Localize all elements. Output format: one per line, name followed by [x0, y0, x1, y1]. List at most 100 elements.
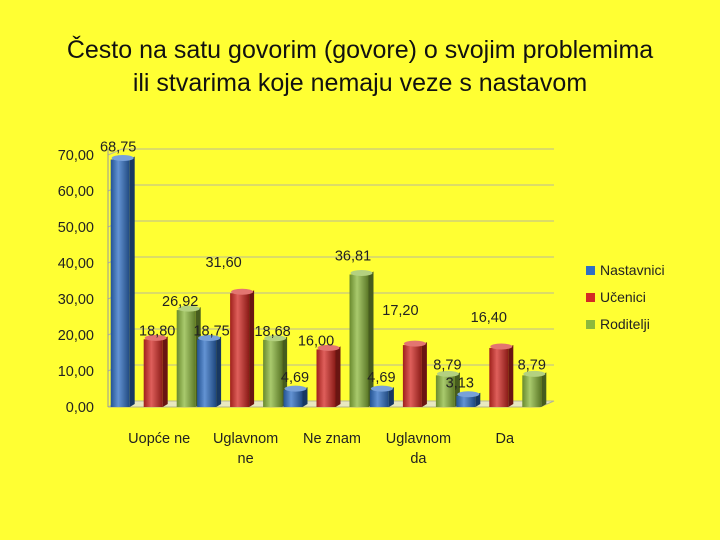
data-label: 31,60	[205, 255, 241, 271]
data-label: 17,20	[382, 303, 418, 319]
bar-side	[475, 392, 481, 407]
data-label: 3,13	[446, 376, 474, 392]
x-tick-label: Ne znam	[303, 431, 361, 447]
x-tick-label: Da	[496, 431, 515, 447]
bar-top	[264, 335, 287, 342]
y-tick-label: 30,00	[58, 292, 94, 308]
bar-front	[369, 390, 389, 407]
bar-roditelji-4	[522, 370, 547, 407]
data-label: 18,75	[193, 324, 229, 340]
bar-front	[402, 345, 422, 407]
bar-učenici-3	[402, 340, 427, 407]
bar-top	[370, 385, 393, 392]
bar-nastavnici-0	[110, 155, 135, 407]
y-tick-label: 70,00	[58, 148, 94, 164]
data-label: 16,40	[471, 310, 507, 326]
bar-front	[489, 347, 509, 407]
x-tick-label: Uglavnom	[386, 431, 451, 447]
x-tick-label: ne	[238, 451, 254, 467]
bar-top	[403, 340, 426, 347]
bar-nastavnici-4	[456, 391, 481, 407]
bar-nastavnici-3	[369, 385, 394, 407]
data-label: 18,68	[254, 324, 290, 340]
bar-top	[436, 370, 459, 377]
data-label: 8,79	[433, 357, 461, 373]
y-tick-label: 50,00	[58, 220, 94, 236]
bar-roditelji-0	[176, 305, 201, 407]
gridline	[107, 220, 554, 228]
bar-top	[350, 269, 373, 276]
bar-top	[523, 370, 546, 377]
slide-title-line-2: ili stvarima koje nemaju veze s nastavom	[132, 69, 588, 97]
bar-top	[490, 343, 513, 350]
bar-učenici-2	[316, 344, 341, 407]
bar-roditelji-1	[263, 335, 288, 407]
legend-label: Učenici	[600, 289, 646, 305]
bar-front	[316, 349, 336, 407]
legend-label: Roditelji	[600, 316, 650, 332]
data-label: 4,69	[367, 370, 395, 386]
legend: Nastavnici Učenici Roditelji	[586, 262, 665, 332]
bar-top	[111, 155, 134, 161]
gridline	[107, 184, 554, 192]
bar-učenici-4	[489, 343, 514, 407]
bar-side	[541, 372, 547, 407]
bar-front	[435, 375, 455, 407]
bar-side	[302, 387, 308, 407]
bar-front	[143, 339, 163, 407]
bar-roditelji-2	[349, 269, 374, 407]
bar-side	[216, 336, 222, 407]
slide-title-line-1: Često na satu govorim (govore) o svojim …	[66, 36, 654, 64]
bar-top	[177, 305, 200, 312]
bar-side	[388, 387, 394, 407]
data-label: 36,81	[335, 248, 371, 264]
bar-side	[162, 336, 168, 407]
gridline	[107, 148, 554, 156]
bar-nastavnici-2	[283, 385, 308, 407]
bar-top	[144, 334, 167, 341]
y-tick-label: 0,00	[66, 400, 94, 416]
legend-swatch-roditelji	[586, 320, 595, 329]
bar-učenici-1	[230, 288, 255, 407]
x-tick-label: Uopće ne	[128, 431, 190, 447]
data-label: 26,92	[162, 294, 198, 310]
bar-učenici-0	[143, 334, 168, 407]
bar-top	[317, 344, 340, 351]
legend-swatch-nastavnici	[586, 266, 595, 275]
data-label: 68,75	[100, 140, 136, 156]
bar-front	[522, 375, 542, 407]
y-axis: 0,00 10,00 20,00 30,00 40,00 50,00 60,00 70,00	[58, 148, 94, 416]
slide-title: Često na satu govorim (govore) o svojim …	[20, 34, 700, 100]
bar-side	[129, 156, 135, 407]
bar-side	[368, 271, 374, 407]
data-label: 16,00	[298, 333, 334, 349]
bar-nastavnici-1	[197, 335, 222, 407]
y-tick-label: 40,00	[58, 256, 94, 272]
bar-side	[508, 344, 514, 407]
bar-side	[335, 346, 341, 407]
bar-front	[283, 390, 303, 407]
bar-front	[349, 274, 369, 407]
y-tick-label: 60,00	[58, 184, 94, 200]
data-label: 18,80	[139, 323, 175, 339]
bar-front	[110, 159, 130, 407]
y-tick-label: 20,00	[58, 328, 94, 344]
bar-front	[230, 293, 250, 407]
bars	[110, 155, 547, 407]
bar-front	[176, 310, 196, 407]
data-label: 8,79	[518, 357, 546, 373]
gridline	[107, 256, 554, 264]
bar-side	[249, 290, 255, 407]
data-label: 4,69	[281, 370, 309, 386]
bar-top	[457, 391, 480, 398]
bar-front	[197, 339, 217, 407]
bar-top	[198, 335, 221, 341]
bar-top	[231, 288, 254, 295]
legend-label: Nastavnici	[600, 262, 665, 278]
data-labels: 68,75 18,80 26,92 18,75 31,60 18,68 4,69 16,00 3…	[100, 140, 546, 392]
y-tick-label: 10,00	[58, 364, 94, 380]
legend-swatch-učenici	[586, 293, 595, 302]
x-tick-label: Uglavnom	[213, 431, 278, 447]
bar-top	[284, 385, 307, 392]
